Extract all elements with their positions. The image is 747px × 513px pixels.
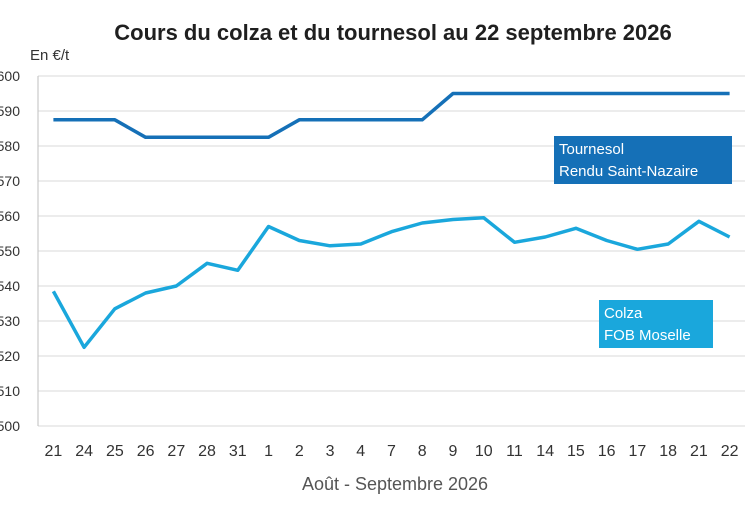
y-tick-label: 550 — [0, 243, 20, 259]
x-tick-label: 2 — [295, 443, 304, 460]
y-tick-label: 570 — [0, 173, 20, 189]
x-tick-label: 11 — [506, 443, 523, 460]
x-tick-label: 18 — [659, 443, 677, 460]
series-line-colza — [51, 216, 731, 350]
y-tick-label: 600 — [0, 68, 20, 84]
series-labels: Tournesol Rendu Saint-Nazaire Colza FOB Mos… — [554, 136, 732, 348]
x-tick-label: 21 — [690, 443, 708, 460]
gridlines — [37, 75, 745, 427]
y-tick-label: 520 — [0, 348, 20, 364]
x-tick-label: 31 — [229, 443, 247, 460]
x-tick-label: 25 — [106, 443, 124, 460]
x-axis-label: Août - Septembre 2026 — [302, 474, 488, 494]
x-tick-label: 1 — [264, 443, 273, 460]
y-tick-label: 510 — [0, 383, 20, 399]
x-tick-label: 4 — [356, 443, 365, 460]
x-tick-label: 28 — [198, 443, 216, 460]
x-tick-label: 9 — [449, 443, 458, 460]
x-tick-label: 14 — [536, 443, 554, 460]
y-tick-label: 560 — [0, 208, 20, 224]
series-line-tournesol — [53, 91, 730, 140]
series-label-text: Tournesol — [559, 141, 624, 158]
x-tick-label: 8 — [418, 443, 427, 460]
x-tick-label: 17 — [629, 443, 647, 460]
series-label-text: Rendu Saint-Nazaire — [559, 163, 698, 180]
series-label-text: FOB Moselle — [604, 327, 691, 344]
x-tick-label: 3 — [326, 443, 335, 460]
x-axis-ticks: 21 24 25 26 27 28 31 1 2 3 4 7 8 9 10 11 14 15 16 17 18 21 22 — [44, 443, 738, 460]
x-tick-label: 21 — [44, 443, 62, 460]
chart-title: Cours du colza et du tournesol au 22 sep… — [114, 20, 672, 45]
series-lines — [51, 91, 731, 350]
x-tick-label: 24 — [75, 443, 93, 460]
x-tick-label: 15 — [567, 443, 585, 460]
x-tick-label: 27 — [167, 443, 185, 460]
x-tick-label: 10 — [475, 443, 493, 460]
series-label-box — [554, 136, 732, 184]
y-tick-label: 540 — [0, 278, 20, 294]
y-tick-label: 580 — [0, 138, 20, 154]
series-label-box — [599, 300, 713, 348]
y-axis-ticks: 500 510 520 530 540 550 560 570 580 590 600 — [0, 68, 20, 434]
x-tick-label: 16 — [598, 443, 616, 460]
y-axis-unit-label: En €/t — [30, 47, 70, 64]
y-tick-label: 530 — [0, 313, 20, 329]
x-tick-label: 26 — [137, 443, 155, 460]
y-tick-label: 590 — [0, 103, 20, 119]
y-tick-label: 500 — [0, 418, 20, 434]
series-label-text: Colza — [604, 305, 643, 322]
x-tick-label: 7 — [387, 443, 396, 460]
x-tick-label: 22 — [721, 443, 739, 460]
